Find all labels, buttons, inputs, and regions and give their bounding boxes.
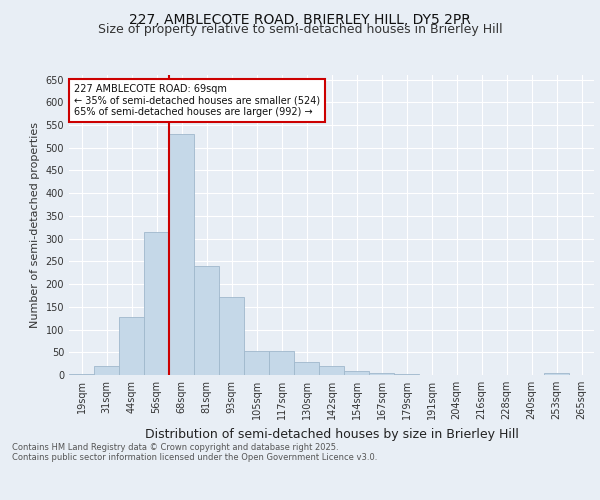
Text: 227 AMBLECOTE ROAD: 69sqm
← 35% of semi-detached houses are smaller (524)
65% of: 227 AMBLECOTE ROAD: 69sqm ← 35% of semi-… [74,84,320,117]
Bar [344,372,369,375]
Text: Contains HM Land Registry data © Crown copyright and database right 2025.
Contai: Contains HM Land Registry data © Crown c… [12,442,377,462]
Bar [94,366,119,375]
Bar [119,317,144,375]
Bar [169,134,194,375]
Bar [394,374,419,375]
Y-axis label: Number of semi-detached properties: Number of semi-detached properties [30,122,40,328]
Bar [294,362,319,375]
Bar [369,372,394,375]
Bar [269,352,294,375]
Text: Size of property relative to semi-detached houses in Brierley Hill: Size of property relative to semi-detach… [98,22,502,36]
Bar [219,297,244,375]
X-axis label: Distribution of semi-detached houses by size in Brierley Hill: Distribution of semi-detached houses by … [145,428,518,440]
Text: 227, AMBLECOTE ROAD, BRIERLEY HILL, DY5 2PR: 227, AMBLECOTE ROAD, BRIERLEY HILL, DY5 … [129,12,471,26]
Bar [244,352,269,375]
Bar [194,266,219,375]
Bar [544,373,569,375]
Bar [69,374,94,375]
Bar [319,366,344,375]
Bar [144,232,169,375]
